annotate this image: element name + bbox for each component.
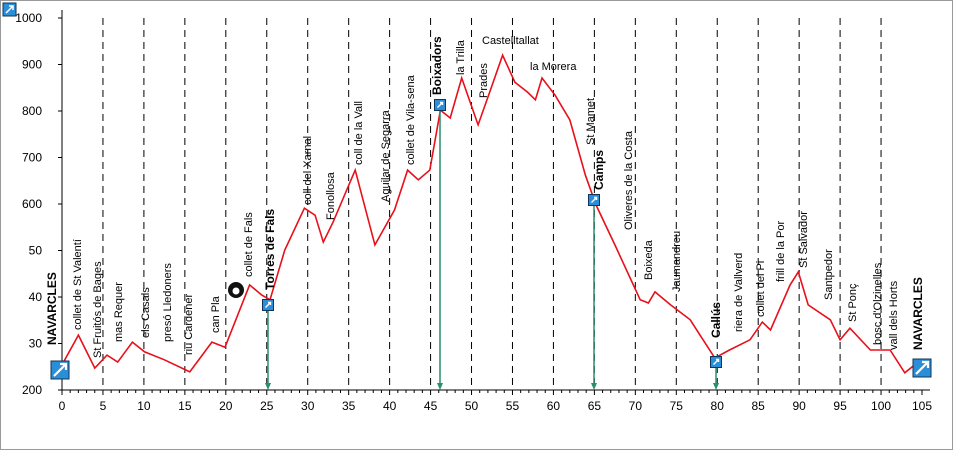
icon-arrow [713, 358, 720, 365]
place-label: Fonollosa [325, 171, 337, 220]
place-label: Camps [592, 150, 606, 190]
place-label: Torres de Fals [263, 209, 277, 290]
x-tick-label: 95 [833, 399, 847, 413]
place-label: Callús [709, 302, 723, 338]
place-label: coll del Xarnal [302, 136, 314, 205]
place-label: Santpedor [823, 249, 835, 300]
place-label: Aguilar de Segarra [380, 109, 392, 202]
place-label: vall dels Horts [888, 280, 900, 350]
place-label: riera de Vallverd [733, 253, 745, 332]
x-tick-label: 65 [588, 399, 602, 413]
x-tick-label: 5 [100, 399, 107, 413]
place-label: NAVARCLES [911, 277, 925, 350]
icon-arrow [591, 196, 598, 203]
camera-lens [232, 287, 240, 295]
x-tick-label: 45 [424, 399, 438, 413]
icon-arrow [265, 301, 272, 308]
icon-arrow [915, 360, 930, 375]
x-tick-label: 0 [59, 399, 66, 413]
place-label: can Pla [210, 295, 222, 333]
icon-arrow [53, 362, 68, 377]
place-label: St Ponç [847, 283, 859, 322]
place-label: St Salvador [798, 211, 810, 268]
x-tick-label: 10 [137, 399, 151, 413]
x-tick-label: 25 [260, 399, 274, 413]
x-tick-label: 40 [383, 399, 397, 413]
y-tick-label: 800 [22, 104, 42, 118]
x-tick-label: 75 [670, 399, 684, 413]
place-label: riu Cardener [183, 294, 195, 355]
place-label: bosc d'Olzinelles [872, 262, 884, 345]
place-label: la Trilla [455, 39, 467, 75]
waypoint-icon[interactable] [262, 299, 274, 311]
x-tick-label: 100 [871, 399, 891, 413]
place-label: frill de la Por [775, 221, 787, 282]
x-tick-label: 35 [342, 399, 356, 413]
camera-icon[interactable] [228, 282, 244, 298]
x-tick-label: 50 [465, 399, 479, 413]
y-tick-label: 700 [22, 151, 42, 165]
place-label: mas Requer [113, 282, 125, 342]
marker-arrow-head [265, 383, 271, 390]
place-label: la Morera [530, 61, 577, 73]
y-tick-label: 600 [22, 197, 42, 211]
elevation-line [61, 53, 916, 374]
waypoint-icon[interactable] [50, 360, 70, 380]
place-label: collet de St Valentí [72, 239, 84, 330]
waypoint-icon[interactable] [710, 356, 722, 368]
x-tick-label: 30 [301, 399, 315, 413]
place-label: Castelltallat [482, 35, 539, 47]
place-label: collet de Vila-sena [405, 74, 417, 165]
place-label: Oliveres de la Costa [623, 130, 635, 230]
y-tick-label: 200 [22, 383, 42, 397]
waypoint-icon[interactable] [912, 358, 932, 378]
marker-arrow-head [713, 383, 719, 390]
marker-arrow-head [437, 383, 443, 390]
x-tick-label: 105 [912, 399, 932, 413]
x-tick-label: 70 [629, 399, 643, 413]
place-label: Prades [478, 63, 490, 98]
place-label: Jaumandreu [671, 231, 683, 292]
icon-arrow [5, 5, 14, 14]
marker-arrow-head [591, 383, 597, 390]
place-label: collet del Pi [755, 261, 767, 317]
x-tick-label: 90 [792, 399, 806, 413]
waypoint-icon[interactable] [588, 194, 600, 206]
place-label: Boixeda [643, 239, 655, 280]
x-tick-label: 20 [219, 399, 233, 413]
x-tick-label: 55 [506, 399, 520, 413]
corner-icon[interactable] [2, 2, 17, 17]
place-label: Boixadors [430, 36, 444, 95]
waypoint-icon[interactable] [434, 99, 446, 111]
x-tick-label: 80 [711, 399, 725, 413]
place-label: collet de Fals [243, 212, 255, 277]
place-label: presó Lledoners [162, 263, 174, 342]
y-tick-label: 40 [29, 290, 43, 304]
y-tick-label: 30 [29, 337, 43, 351]
place-label: NAVARCLES [45, 272, 59, 345]
y-tick-label: 50 [29, 244, 43, 258]
place-label: coll de la Vall [353, 101, 365, 165]
y-tick-label: 900 [22, 58, 42, 72]
place-label: St Mamet [585, 98, 597, 145]
x-tick-label: 60 [547, 399, 561, 413]
x-tick-label: 85 [752, 399, 766, 413]
y-tick-label: 1000 [15, 11, 42, 25]
place-label: St Fruitós de Bages [92, 261, 104, 358]
icon-arrow [437, 101, 444, 108]
x-tick-label: 15 [178, 399, 192, 413]
place-label: els Casals [140, 287, 152, 338]
